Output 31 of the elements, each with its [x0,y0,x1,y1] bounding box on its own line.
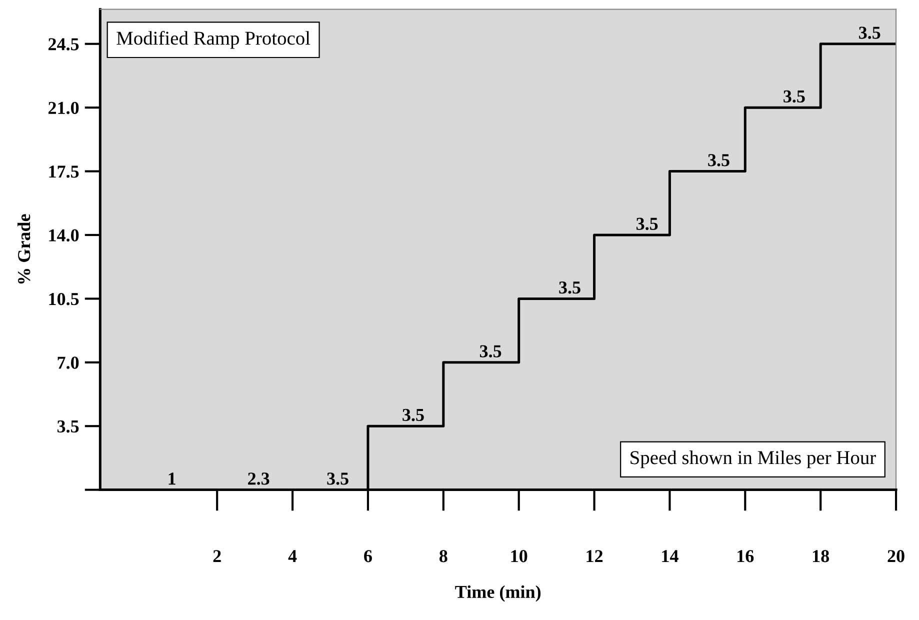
annotation: 3.5 [402,408,424,422]
annotation: 3.5 [480,345,502,358]
y-tick-label: 14.0 [49,229,79,242]
annotation: 3.5 [559,282,580,294]
x-tick-label: 6 [364,550,372,562]
x-tick-label: 2 [213,550,221,562]
annotation: 3.5 [636,218,658,230]
y-tick-label: 17.5 [49,166,79,178]
annotation: 2.3 [248,472,270,485]
annotation: Speed shown in Miles per Hour [630,450,876,468]
y-tick-label: 21.0 [48,102,79,114]
x-tick-label: 12 [586,550,603,562]
x-tick-label: 14 [662,550,678,562]
y-tick-label: 7.0 [58,356,79,369]
y-tick-label: 3.5 [57,420,79,433]
text: Modified Ramp Protocol [116,30,310,49]
annotation: 3.5 [784,90,805,103]
annotation: 3.5 [708,154,730,166]
x-tick-label: 18 [813,550,830,562]
annotation: 3.5 [859,26,880,39]
y-tick-label: 10.5 [49,292,79,306]
x-axis-title: Time (min) [455,585,541,602]
x-tick-label: 8 [439,550,448,562]
y-axis-title: % Grade [17,214,30,284]
annotation: 1 [168,472,176,485]
x-tick-label: 20 [888,550,904,562]
x-tick-label: 16 [738,550,754,562]
x-tick-label: 4 [288,550,297,562]
y-tick-label: 24.5 [48,38,79,50]
x-tick-label: 10 [511,550,528,562]
annotation: 3.5 [327,472,348,485]
